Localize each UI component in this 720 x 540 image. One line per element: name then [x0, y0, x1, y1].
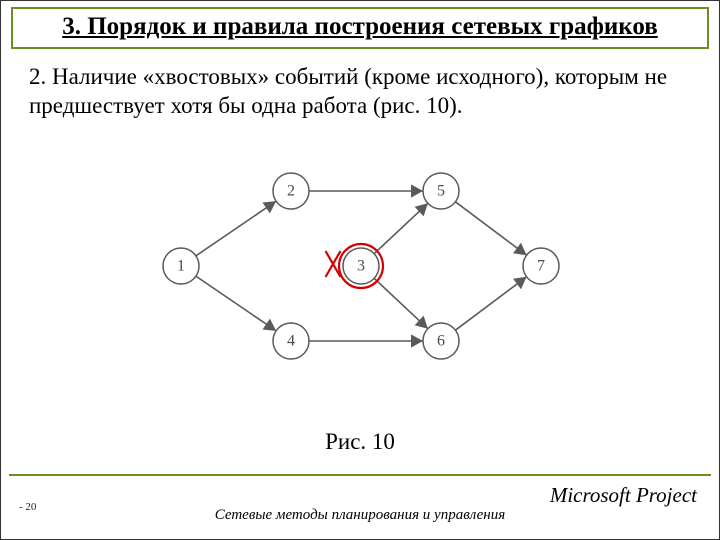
body-paragraph: 2. Наличие «хвостовых» событий (кроме ис…	[29, 63, 691, 121]
title-box: 3. Порядок и правила построения сетевых …	[11, 7, 709, 49]
graph-node-label: 2	[287, 183, 295, 200]
graph-node-label: 7	[537, 258, 545, 275]
network-diagram: 1 2 3 4 5 6 7	[121, 151, 601, 381]
slide: 3. Порядок и правила построения сетевых …	[0, 0, 720, 540]
graph-node-label: 3	[357, 258, 365, 275]
slide-title: 3. Порядок и правила построения сетевых …	[21, 13, 699, 41]
graph-node-label: 1	[177, 258, 185, 275]
graph-node-label: 6	[437, 333, 445, 350]
brand-label: Microsoft Project	[550, 483, 697, 508]
figure-caption: Рис. 10	[1, 429, 719, 455]
graph-node-label: 4	[287, 333, 295, 350]
graph-node-label: 5	[437, 183, 445, 200]
footer-center-text: Сетевые методы планирования и управления	[1, 507, 719, 524]
footer-rule	[9, 474, 711, 476]
